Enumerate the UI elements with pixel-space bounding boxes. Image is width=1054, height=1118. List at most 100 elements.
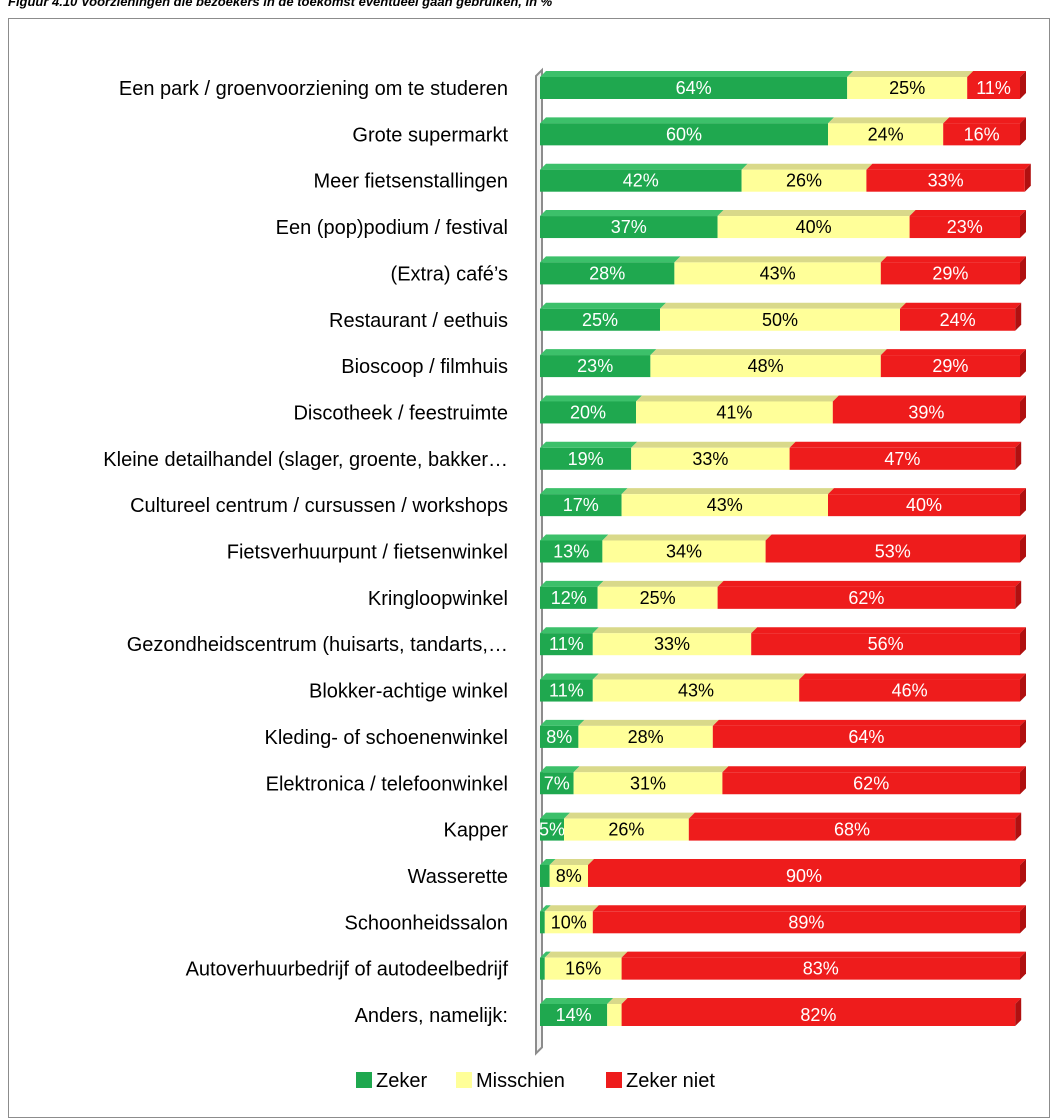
bar-top-face	[540, 951, 551, 958]
bar-front-face	[607, 1004, 622, 1026]
bar-segment-zeker-niet: 39%	[832, 395, 1026, 424]
value-label: 40%	[796, 217, 832, 237]
value-label: 25%	[640, 588, 676, 608]
bar-front-face	[540, 957, 545, 980]
value-label: 34%	[666, 542, 702, 562]
category-label: Kringloopwinkel	[368, 588, 508, 610]
bar-front-face	[765, 540, 1020, 563]
category-label: Discotheek / feestruimte	[293, 402, 508, 424]
bar-side-face	[1020, 766, 1026, 795]
category-label: Wasserette	[408, 866, 508, 888]
bar-front-face	[544, 957, 622, 980]
value-label: 64%	[848, 727, 884, 747]
bar-segment-misschien: 10%	[544, 905, 599, 934]
bar-top-face	[597, 580, 724, 587]
category-label: Autoverhuurbedrijf of autodeelbedrijf	[186, 959, 509, 981]
bar-segment-zeker-niet: 46%	[799, 673, 1026, 702]
bar-front-face	[540, 308, 660, 331]
bar-front-face	[631, 447, 790, 470]
value-label: 43%	[678, 681, 714, 701]
bar-side-face	[1020, 117, 1026, 146]
value-label: 60%	[666, 124, 702, 144]
bar-top-face	[564, 812, 695, 819]
bar-top-face	[540, 117, 834, 124]
bar-top-face	[602, 534, 772, 541]
bar-segment-misschien: 48%	[650, 349, 887, 378]
bar-top-face	[592, 673, 806, 680]
bar-segment-misschien: 16%	[544, 951, 628, 980]
value-label: 8%	[546, 727, 572, 747]
value-label: 14%	[556, 1005, 592, 1025]
bar-segment-zeker-niet: 53%	[765, 534, 1026, 563]
category-label: Restaurant / eethuis	[329, 310, 508, 332]
bar-top-face	[880, 349, 1026, 356]
bar-top-face	[544, 951, 628, 958]
category-label: Fietsverhuurpunt / fietsenwinkel	[227, 542, 508, 564]
category-label: Kleding- of schoenenwinkel	[265, 727, 509, 749]
value-label: 47%	[884, 449, 920, 469]
bar-segment-zeker: 42%	[540, 163, 748, 192]
bar-front-face	[660, 308, 900, 331]
bar-top-face	[650, 349, 887, 356]
bar-segment-misschien: 25%	[597, 580, 724, 609]
value-label: 89%	[788, 912, 824, 932]
bar-front-face	[540, 540, 603, 563]
bar-front-face	[621, 957, 1020, 980]
bar-side-face	[1015, 580, 1022, 609]
bar-segment-misschien: 24%	[828, 117, 950, 146]
bar-segment-zeker: 13%	[540, 534, 609, 563]
bar-front-face	[588, 864, 1020, 887]
bar-front-face	[722, 772, 1020, 795]
bar-front-face	[880, 355, 1020, 378]
bar-front-face	[540, 633, 593, 656]
bar-top-face	[621, 488, 834, 495]
bar-side-face	[1020, 256, 1026, 285]
value-label: 23%	[577, 356, 613, 376]
category-label: Grote supermarkt	[352, 124, 508, 146]
bar-front-face	[564, 818, 689, 841]
bar-side-face	[1020, 719, 1026, 748]
bar-segment-misschien: 43%	[621, 488, 834, 517]
value-label: 42%	[623, 171, 659, 191]
bar-top-face	[636, 395, 839, 402]
bar-front-face	[832, 401, 1020, 424]
bar-segment-zeker-niet: 89%	[592, 905, 1026, 934]
bar-segment-zeker-niet: 24%	[900, 302, 1022, 331]
bar-top-face	[540, 441, 638, 448]
value-label: 46%	[892, 681, 928, 701]
legend-swatch	[606, 1072, 622, 1088]
bar-top-face	[540, 395, 642, 402]
bar-top-face	[828, 117, 950, 124]
bar-top-face	[866, 163, 1031, 170]
legend: Zeker Misschien Zeker niet	[356, 1070, 715, 1092]
bar-front-face	[540, 586, 598, 609]
value-label: 62%	[848, 588, 884, 608]
category-label: Bioscoop / filmhuis	[341, 356, 508, 378]
legend-label: Zeker	[376, 1070, 427, 1092]
value-label: 16%	[964, 124, 1000, 144]
bar-front-face	[540, 494, 622, 517]
bar-top-face	[544, 905, 599, 912]
bar-top-face	[712, 719, 1026, 726]
bar-top-face	[847, 71, 974, 77]
bar-top-face	[540, 998, 614, 1004]
bar-segment-zeker: 17%	[540, 488, 628, 517]
value-label: 16%	[565, 959, 601, 979]
bar-top-face	[540, 71, 854, 77]
bar-front-face	[540, 123, 828, 146]
bar-segment-zeker-niet: 33%	[866, 163, 1031, 192]
bar-front-face	[828, 123, 944, 146]
value-label: 50%	[762, 310, 798, 330]
bar-top-face	[631, 441, 796, 448]
value-label: 8%	[556, 866, 582, 886]
bar-front-face	[799, 679, 1020, 702]
figure-caption: Figuur 4.10 Voorzieningen die bezoekers …	[8, 0, 553, 9]
category-label: Cultureel centrum / cursussen / workshop…	[130, 495, 508, 517]
legend-item-zeker: Zeker	[356, 1070, 427, 1092]
bar-segment-zeker: 11%	[540, 627, 599, 656]
value-label: 25%	[582, 310, 618, 330]
bar-front-face	[741, 169, 867, 192]
bar-segment-zeker-niet: 23%	[909, 210, 1026, 239]
value-label: 33%	[928, 171, 964, 191]
bar-top-face	[799, 673, 1026, 680]
